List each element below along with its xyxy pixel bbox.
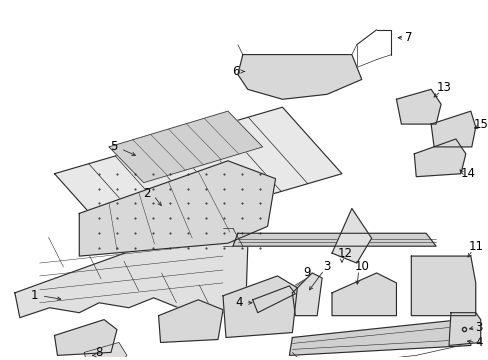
Polygon shape: [54, 107, 341, 240]
Polygon shape: [430, 111, 475, 147]
Polygon shape: [237, 55, 361, 99]
Text: 4: 4: [235, 296, 243, 309]
Polygon shape: [232, 233, 435, 246]
Text: 14: 14: [459, 167, 474, 180]
Text: 3: 3: [474, 321, 482, 334]
Text: 13: 13: [436, 81, 450, 94]
Polygon shape: [448, 313, 480, 346]
Text: 2: 2: [142, 187, 150, 200]
Polygon shape: [79, 161, 275, 256]
Text: 9: 9: [303, 266, 310, 279]
Polygon shape: [84, 342, 126, 360]
Text: 3: 3: [323, 260, 330, 273]
Text: 5: 5: [110, 140, 118, 153]
Text: 15: 15: [472, 118, 487, 131]
Polygon shape: [15, 228, 247, 318]
Text: 10: 10: [354, 260, 368, 273]
Text: 12: 12: [337, 247, 352, 260]
Polygon shape: [109, 111, 262, 183]
Polygon shape: [252, 286, 295, 313]
Text: 6: 6: [232, 65, 239, 78]
Polygon shape: [396, 89, 440, 124]
Polygon shape: [158, 300, 223, 342]
Text: 4: 4: [474, 336, 482, 349]
Polygon shape: [413, 139, 465, 177]
Text: 8: 8: [95, 346, 102, 359]
Polygon shape: [289, 320, 470, 355]
Polygon shape: [54, 320, 117, 355]
Polygon shape: [331, 273, 396, 316]
Text: 11: 11: [468, 240, 482, 253]
Polygon shape: [410, 256, 475, 316]
Polygon shape: [292, 273, 322, 316]
Text: 1: 1: [31, 289, 39, 302]
Polygon shape: [331, 208, 371, 263]
Text: 7: 7: [404, 31, 411, 44]
Polygon shape: [223, 276, 297, 337]
